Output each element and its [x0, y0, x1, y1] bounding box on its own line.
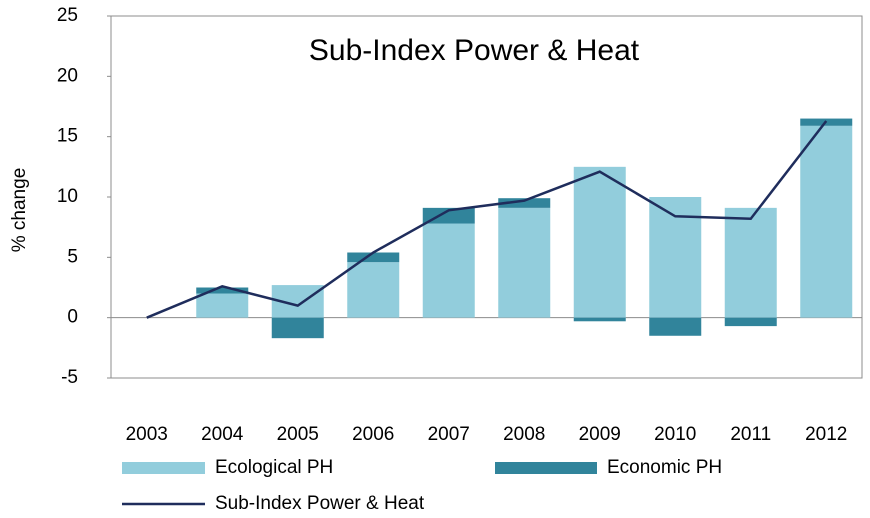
bar: [724, 207, 777, 318]
x-tick-label: 2010: [654, 424, 696, 445]
bar: [196, 287, 249, 294]
x-tick-label: 2011: [730, 424, 771, 445]
x-tick-label: 2005: [277, 424, 319, 445]
bar: [196, 293, 249, 318]
bar: [649, 317, 702, 336]
legend-swatch: [495, 462, 597, 474]
y-tick-label: 0: [67, 307, 78, 328]
bar: [498, 207, 551, 318]
y-tick-label: -5: [61, 367, 78, 388]
bar: [422, 207, 475, 224]
bar: [347, 262, 400, 318]
bar: [422, 223, 475, 318]
y-axis-label: % change: [9, 168, 30, 253]
y-tick-label: 25: [57, 5, 78, 26]
bar: [573, 166, 626, 318]
x-tick-label: 2007: [428, 424, 470, 445]
bar: [498, 198, 551, 208]
y-tick-label: 10: [57, 186, 78, 207]
x-tick-label: 2012: [805, 424, 847, 445]
x-tick-label: 2006: [352, 424, 394, 445]
legend-swatch: [122, 462, 205, 474]
bar: [347, 252, 400, 263]
legend-label: Sub-Index Power & Heat: [215, 493, 425, 514]
legend-label: Economic PH: [607, 457, 722, 478]
x-tick-label: 2009: [579, 424, 621, 445]
bar: [573, 317, 626, 322]
x-tick-label: 2003: [126, 424, 168, 445]
bar: [800, 125, 853, 318]
chart-title: Sub-Index Power & Heat: [309, 34, 640, 67]
legend-label: Ecological PH: [215, 457, 333, 478]
x-tick-label: 2004: [201, 424, 244, 445]
y-tick-label: 15: [57, 126, 78, 147]
bar: [724, 317, 777, 327]
bar: [271, 317, 324, 339]
y-tick-label: 5: [67, 246, 78, 267]
y-tick-label: 20: [57, 65, 78, 86]
line: [146, 120, 828, 319]
x-tick-label: 2008: [503, 424, 545, 445]
